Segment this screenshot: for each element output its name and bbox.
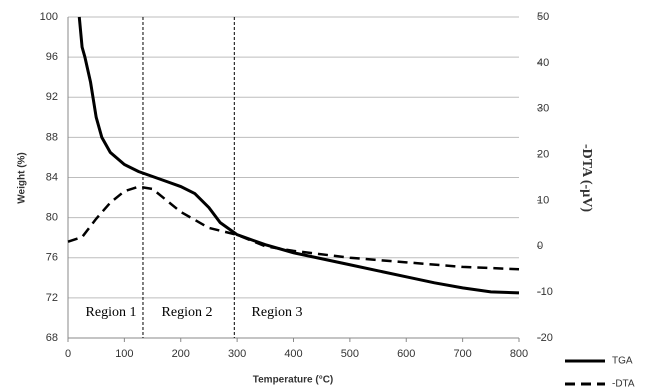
y-tick-label: 100: [40, 11, 58, 23]
x-axis-title: Temperature (°C): [253, 375, 334, 386]
region-label: Region 3: [252, 305, 303, 320]
x-tick-label: 800: [510, 348, 528, 360]
y2-tick-label: -10: [537, 286, 553, 298]
y2-tick-label: 20: [537, 148, 549, 160]
y2-tick-label: 0: [537, 240, 543, 252]
x-tick-label: 0: [65, 348, 71, 360]
y2-tick-label: 40: [537, 57, 549, 69]
x-tick-label: 100: [115, 348, 133, 360]
data-line: [67, 185, 520, 271]
y-tick-label: 88: [46, 131, 58, 143]
y2-tick-label: 50: [537, 11, 549, 23]
x-tick-label: 600: [397, 348, 415, 360]
y-tick-label: 80: [46, 212, 58, 224]
x-tick-label: 200: [172, 348, 190, 360]
y-tick-label: 84: [46, 171, 58, 183]
y2-axis-title: -DTA (-µV): [579, 144, 594, 212]
y-tick-label: 96: [46, 51, 58, 63]
y-axis-title: Weight (%): [17, 152, 28, 203]
data-line: [77, 16, 520, 295]
y2-tick-label: 30: [537, 103, 549, 115]
y2-tick-label: 10: [537, 194, 549, 206]
y-tick-label: 76: [46, 252, 58, 264]
y-tick-label: 92: [46, 91, 58, 103]
x-tick-label: 500: [341, 348, 359, 360]
x-tick-label: 700: [453, 348, 471, 360]
x-tick-label: 400: [284, 348, 302, 360]
region-label: Region 2: [162, 305, 213, 320]
y-tick-label: 72: [46, 292, 58, 304]
x-tick-label: 300: [228, 348, 246, 360]
legend-label: TGA: [612, 356, 633, 367]
legend-label: -DTA: [612, 379, 635, 390]
y-tick-label: 68: [46, 332, 58, 344]
y2-tick-label: -20: [537, 332, 553, 344]
region-label: Region 1: [86, 305, 137, 320]
